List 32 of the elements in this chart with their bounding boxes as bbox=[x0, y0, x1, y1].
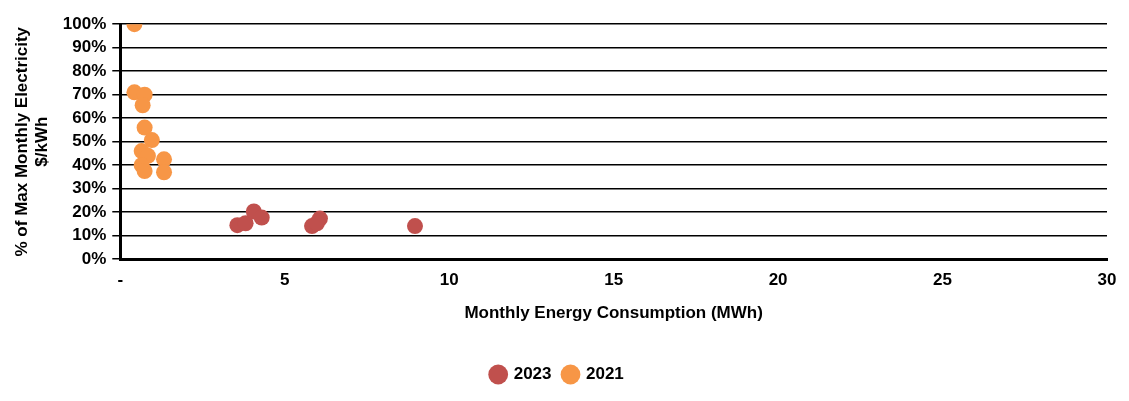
x-tick-label: 20 bbox=[768, 270, 788, 290]
point bbox=[156, 151, 173, 168]
point bbox=[156, 164, 173, 181]
y-tick-label: 40% bbox=[72, 154, 107, 174]
x-tick-label: - bbox=[117, 270, 124, 290]
x-axis-title: Monthly Energy Consumption (MWh) bbox=[464, 303, 763, 323]
point bbox=[136, 119, 153, 136]
y-tick-label: 100% bbox=[62, 13, 107, 33]
legend-label: 2023 bbox=[513, 364, 552, 384]
x-tick-label: 10 bbox=[439, 270, 459, 290]
point bbox=[143, 132, 160, 149]
legend-label: 2021 bbox=[586, 364, 624, 384]
y-tick-label: 80% bbox=[72, 60, 107, 80]
y-tick-label: 50% bbox=[72, 131, 107, 151]
y-tick-label: 0% bbox=[81, 248, 107, 268]
y-tick-label: 90% bbox=[72, 37, 107, 57]
x-tick-label: 5 bbox=[280, 270, 290, 290]
y-tick-label: 10% bbox=[72, 225, 107, 245]
point bbox=[406, 218, 423, 235]
y-tick-label: 30% bbox=[72, 178, 107, 198]
y-tick-label: 60% bbox=[72, 107, 107, 127]
y-tick-label: 70% bbox=[72, 84, 107, 104]
point bbox=[308, 215, 325, 232]
x-tick-label: 30 bbox=[1097, 270, 1117, 290]
y-axis-title: % of Max Monthly Electricity $/kWh bbox=[11, 26, 52, 257]
x-tick-label: 25 bbox=[933, 270, 953, 290]
y-tick-label: 20% bbox=[72, 201, 107, 221]
point bbox=[134, 97, 151, 114]
point bbox=[136, 163, 153, 180]
point bbox=[253, 209, 270, 226]
point bbox=[237, 215, 254, 232]
x-tick-label: 15 bbox=[604, 270, 624, 290]
